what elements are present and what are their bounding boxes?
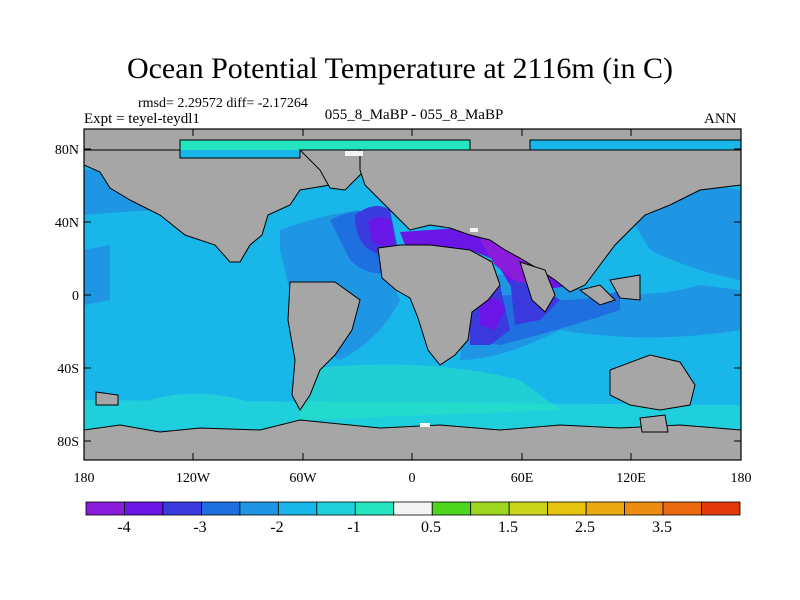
colorbar-swatch — [470, 501, 510, 516]
arctic-strip — [170, 138, 520, 150]
lon-label: 120W — [176, 471, 211, 486]
lat-ticks — [84, 148, 741, 442]
colorbar-label: -2 — [270, 519, 283, 536]
case-label: 055_8_MaBP - 055_8_MaBP — [324, 107, 504, 123]
colorbar-swatch — [201, 501, 241, 516]
lat-label: 80N — [55, 143, 79, 158]
colorbar-swatch — [239, 501, 279, 516]
lat-labels: 80N 40N 0 40S 80S — [55, 143, 79, 450]
colorbar-swatch — [162, 501, 202, 516]
colorbar-swatch — [124, 501, 164, 516]
map-area — [84, 129, 741, 460]
lon-label: 180 — [74, 471, 95, 486]
lon-ticks — [83, 129, 742, 460]
colorbar-label: -3 — [193, 519, 206, 536]
lon-label: 0 — [409, 471, 416, 486]
lat-label: 40N — [55, 216, 79, 231]
lon-label: 60W — [289, 471, 317, 486]
colorbar-swatch — [585, 501, 625, 516]
colorbar — [85, 501, 741, 516]
colorbar-swatch — [354, 501, 395, 516]
colorbar-label: -4 — [117, 519, 130, 536]
colorbar-swatch — [393, 501, 433, 516]
lat-label: 40S — [57, 362, 79, 377]
colorbar-labels: -4 -3 -2 -1 0.5 1.5 2.5 3.5 — [117, 519, 672, 536]
lon-label: 180 — [731, 471, 752, 486]
colorbar-swatch — [547, 501, 587, 516]
colorbar-label: -1 — [347, 519, 360, 536]
colorbar-label: 2.5 — [575, 519, 595, 536]
colorbar-swatch — [85, 501, 125, 516]
colorbar-swatch — [431, 501, 472, 516]
colorbar-label: 3.5 — [652, 519, 672, 536]
lon-label: 60E — [511, 471, 534, 486]
colorbar-swatch — [508, 501, 549, 516]
lat-label: 80S — [57, 435, 79, 450]
lat-label: 0 — [72, 289, 79, 304]
colorbar-swatch — [316, 501, 356, 516]
colorbar-label: 1.5 — [498, 519, 518, 536]
lon-labels: 180 120W 60W 0 60E 120E 180 — [74, 471, 752, 486]
land-masses — [84, 129, 741, 460]
colorbar-label: 0.5 — [421, 519, 441, 536]
colorbar-swatch — [277, 501, 318, 516]
season-label: ANN — [704, 111, 737, 127]
colorbar-swatch — [624, 501, 664, 516]
colorbar-swatch — [662, 501, 702, 516]
colorbar-swatch — [701, 501, 741, 516]
map-title: Ocean Potential Temperature at 2116m (in… — [126, 52, 674, 85]
stats-text: rmsd= 2.29572 diff= -2.17264 — [138, 96, 308, 111]
experiment-label: Expt = teyel-teydl1 — [84, 111, 200, 127]
lon-label: 120E — [616, 471, 646, 486]
